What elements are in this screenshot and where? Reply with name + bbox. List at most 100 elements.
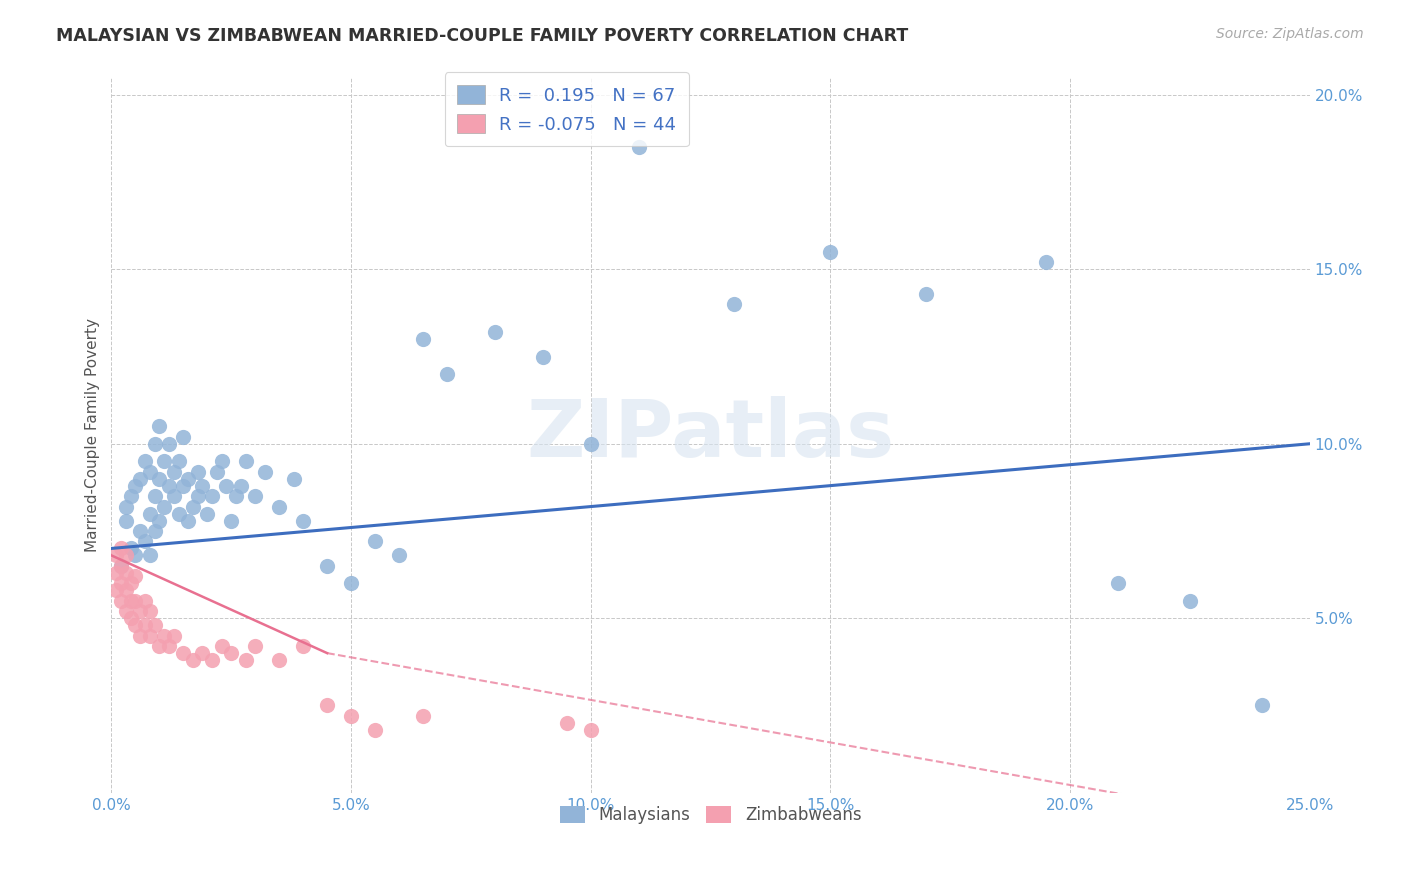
Point	[163, 629, 186, 643]
Point	[134, 618, 156, 632]
Point	[181, 653, 204, 667]
Point	[292, 639, 315, 653]
Point	[148, 639, 170, 653]
Point	[153, 500, 176, 514]
Point	[177, 472, 200, 486]
Point	[120, 611, 142, 625]
Point	[205, 465, 228, 479]
Point	[412, 709, 434, 723]
Point	[1250, 698, 1272, 713]
Point	[139, 549, 162, 563]
Point	[163, 489, 186, 503]
Point	[215, 478, 238, 492]
Point	[105, 566, 128, 580]
Point	[187, 465, 209, 479]
Point	[1107, 576, 1129, 591]
Point	[579, 436, 602, 450]
Point	[139, 465, 162, 479]
Point	[201, 489, 224, 503]
Point	[235, 653, 257, 667]
Point	[245, 639, 267, 653]
Point	[167, 507, 190, 521]
Point	[412, 332, 434, 346]
Point	[124, 569, 146, 583]
Point	[143, 436, 166, 450]
Point	[316, 698, 339, 713]
Point	[124, 478, 146, 492]
Point	[436, 367, 458, 381]
Point	[235, 454, 257, 468]
Point	[187, 489, 209, 503]
Point	[627, 140, 650, 154]
Legend: Malaysians, Zimbabweans: Malaysians, Zimbabweans	[550, 797, 872, 834]
Point	[114, 500, 136, 514]
Point	[915, 286, 938, 301]
Point	[177, 514, 200, 528]
Point	[340, 576, 363, 591]
Point	[120, 576, 142, 591]
Point	[143, 524, 166, 538]
Point	[134, 594, 156, 608]
Point	[181, 500, 204, 514]
Point	[172, 430, 194, 444]
Point	[148, 419, 170, 434]
Point	[245, 489, 267, 503]
Point	[484, 325, 506, 339]
Point	[191, 478, 214, 492]
Point	[340, 709, 363, 723]
Point	[388, 549, 411, 563]
Point	[129, 524, 152, 538]
Point	[110, 594, 132, 608]
Point	[139, 604, 162, 618]
Point	[253, 465, 276, 479]
Point	[114, 514, 136, 528]
Point	[143, 618, 166, 632]
Point	[124, 594, 146, 608]
Point	[316, 558, 339, 573]
Point	[157, 478, 180, 492]
Point	[211, 639, 233, 653]
Point	[110, 541, 132, 556]
Point	[172, 478, 194, 492]
Point	[114, 549, 136, 563]
Point	[163, 465, 186, 479]
Point	[225, 489, 247, 503]
Point	[120, 489, 142, 503]
Point	[105, 549, 128, 563]
Point	[269, 653, 291, 667]
Y-axis label: Married-Couple Family Poverty: Married-Couple Family Poverty	[86, 318, 100, 552]
Point	[129, 629, 152, 643]
Point	[124, 618, 146, 632]
Point	[129, 472, 152, 486]
Point	[114, 583, 136, 598]
Point	[219, 514, 242, 528]
Point	[143, 489, 166, 503]
Point	[579, 723, 602, 737]
Point	[1178, 594, 1201, 608]
Text: Source: ZipAtlas.com: Source: ZipAtlas.com	[1216, 27, 1364, 41]
Point	[153, 629, 176, 643]
Text: ZIPatlas: ZIPatlas	[526, 396, 894, 474]
Point	[129, 604, 152, 618]
Text: MALAYSIAN VS ZIMBABWEAN MARRIED-COUPLE FAMILY POVERTY CORRELATION CHART: MALAYSIAN VS ZIMBABWEAN MARRIED-COUPLE F…	[56, 27, 908, 45]
Point	[167, 454, 190, 468]
Point	[110, 558, 132, 573]
Point	[114, 566, 136, 580]
Point	[555, 715, 578, 730]
Point	[531, 350, 554, 364]
Point	[172, 646, 194, 660]
Point	[157, 639, 180, 653]
Point	[139, 629, 162, 643]
Point	[292, 514, 315, 528]
Point	[120, 541, 142, 556]
Point	[139, 507, 162, 521]
Point	[820, 244, 842, 259]
Point	[157, 436, 180, 450]
Point	[269, 500, 291, 514]
Point	[134, 454, 156, 468]
Point	[191, 646, 214, 660]
Point	[723, 297, 745, 311]
Point	[105, 583, 128, 598]
Point	[229, 478, 252, 492]
Point	[148, 472, 170, 486]
